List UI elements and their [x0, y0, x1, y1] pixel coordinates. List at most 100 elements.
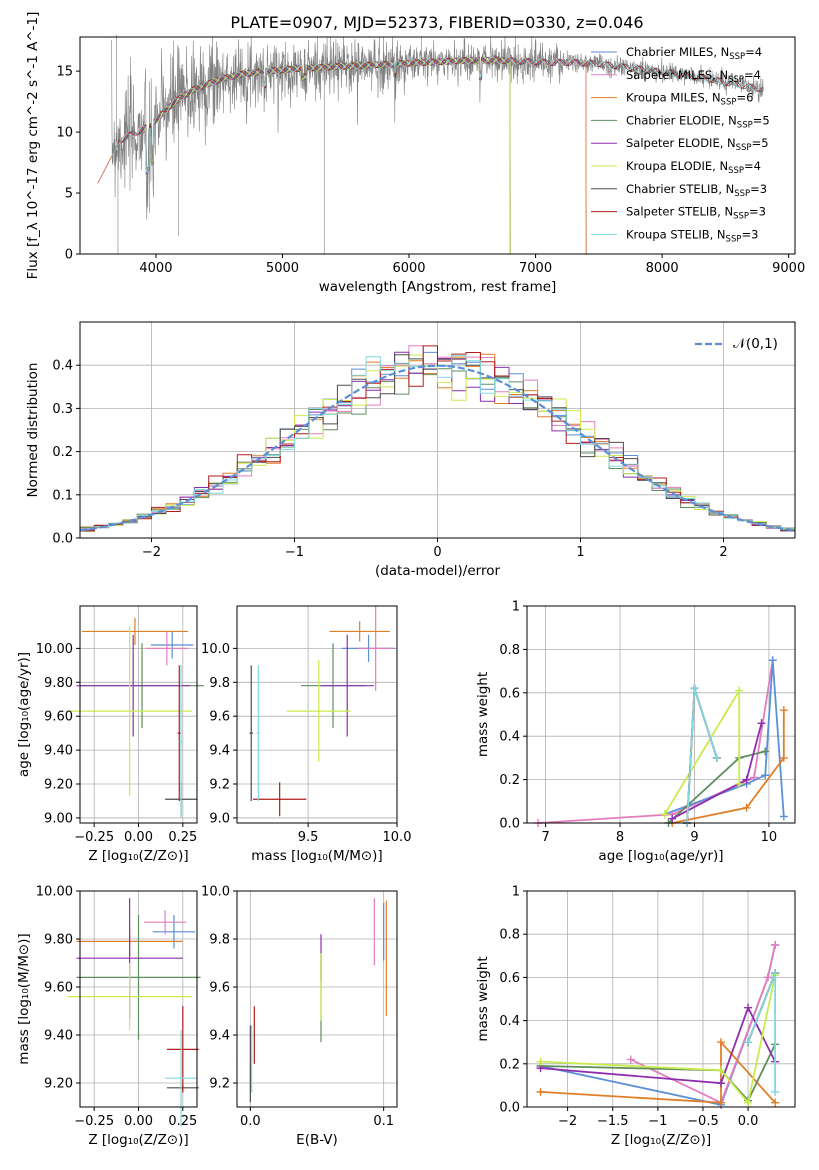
weight-point: [660, 810, 669, 819]
x-tick-label: −0.25: [74, 830, 114, 845]
frame-mass_weight_vs_age: 7 8 9 10 0.0 0.2 0.4 0.6 0.8 1 age [log₁₀(age/yr)]…: [475, 600, 796, 864]
x-axis-label: Z [log₁₀(Z/Z⊙)]: [88, 1132, 188, 1148]
y-tick-label: 0.8: [499, 928, 520, 943]
weight-point: [744, 1098, 753, 1107]
weight-point: [717, 1066, 726, 1075]
y-tick-label: 9.60: [44, 710, 73, 725]
x-tick-label: 10: [761, 830, 778, 845]
weight-point: [717, 1038, 726, 1047]
y-tick-label: 0.2: [499, 773, 520, 788]
y-tick-label: 0.6: [499, 971, 520, 986]
frame-mass_weight_vs_Z: −2 −1.5 −1 −0.5 0.0 0.0 0.2 0.4 0.6 0.8 1 Z [log₁₀(…: [475, 885, 796, 1148]
y-tick-label: 10.0: [201, 642, 230, 657]
weight-point: [771, 969, 780, 978]
weight-line-kroupa-elodie: [540, 975, 776, 1105]
weight-point: [757, 719, 766, 728]
y-tick-label: 0.4: [52, 359, 73, 374]
weight-point: [742, 803, 751, 812]
x-tick-label: 10.0: [383, 830, 412, 845]
x-axis-label: mass [log₁₀(M/M⊙)]: [251, 848, 382, 864]
y-tick-label: 15: [56, 65, 73, 80]
x-tick-label: 2: [719, 545, 727, 560]
frame-residuals: −2 −1 0 1 2 0.0 0.1 0.2 0.3 0.4 (data-model)/error…: [25, 321, 796, 579]
y-tick-label: 9.20: [44, 778, 73, 793]
y-tick-label: 9.2: [209, 778, 230, 793]
y-tick-label: 0.0: [52, 532, 73, 547]
y-tick-label: 9.8: [209, 676, 230, 691]
frame-age_vs_Z: −0.25 0.00 0.25 9.00 9.20 9.40 9.60 9.80 10.00 Z …: [16, 605, 198, 864]
gaussian-curve: [79, 364, 796, 532]
legend-label: Salpeter MILES, NSSP=4: [626, 68, 761, 85]
y-tick-label: 10.0: [201, 885, 230, 900]
y-tick-label: 0.2: [52, 445, 73, 460]
legend-label: Kroupa MILES, NSSP=6: [626, 91, 753, 108]
y-tick-label: 9.00: [44, 811, 73, 826]
x-tick-label: 4000: [139, 261, 172, 276]
x-tick-label: 0.00: [124, 1114, 153, 1129]
x-tick-label: 0.25: [168, 1114, 197, 1129]
legend-label: Salpeter STELIB, NSSP=3: [626, 205, 766, 222]
weight-line-salpeter-miles: [630, 944, 776, 1104]
y-tick-label: 9.6: [209, 710, 230, 725]
legend-label: Chabrier MILES, NSSP=4: [626, 45, 762, 62]
axes-frame: [526, 890, 796, 1108]
data-residuals: [79, 345, 796, 532]
weight-point: [779, 812, 788, 821]
spectrum-legend: Chabrier MILES, NSSP=4 Salpeter MILES, NS…: [591, 45, 770, 244]
x-tick-label: 0.1: [373, 1114, 394, 1129]
x-tick-label: −2: [558, 1114, 577, 1129]
y-tick-label: 5: [65, 187, 73, 202]
x-axis-label: wavelength [Angstrom, rest frame]: [319, 279, 557, 295]
x-tick-label: −2: [142, 545, 161, 560]
x-axis-label: E(B-V): [296, 1132, 338, 1148]
frame-spectrum: 4000 5000 6000 7000 8000 9000 0 5 10 15 wavelength…: [25, 12, 805, 295]
weight-point: [779, 706, 788, 715]
weight-line-salpeter-miles: [538, 660, 774, 824]
model-line-chabrier-stelib: [111, 56, 764, 170]
y-tick-label: 0.2: [499, 1057, 520, 1072]
legend-label: Salpeter ELODIE, NSSP=5: [626, 136, 769, 153]
y-tick-label: 0.4: [499, 1014, 520, 1029]
weight-point: [761, 771, 770, 780]
y-axis-label: Normed distribution: [25, 363, 41, 498]
axes-frame: [79, 36, 796, 255]
frame-mass_vs_Z: −0.25 0.00 0.25 9.20 9.40 9.60 9.80 10.00 Z [log…: [16, 885, 198, 1148]
y-tick-label: 0.6: [499, 686, 520, 701]
y-tick-label: 9.80: [44, 676, 73, 691]
x-tick-label: −1.5: [597, 1114, 629, 1129]
weight-point: [771, 941, 780, 949]
y-tick-label: 9.2: [209, 1077, 230, 1092]
y-tick-label: 9.8: [209, 933, 230, 948]
x-tick-label: 1: [576, 545, 584, 560]
model-line-kroupa-stelib: [111, 56, 764, 174]
x-tick-label: 0.0: [240, 1114, 261, 1129]
weight-point: [717, 1079, 726, 1088]
weight-point: [763, 973, 772, 982]
residual-legend: 𝒩(0,1): [695, 336, 778, 352]
y-axis-label: mass weight: [475, 956, 491, 1041]
x-tick-label: 7000: [519, 261, 552, 276]
figure-title: PLATE=0907, MJD=52373, FIBERID=0330, z=0…: [230, 13, 643, 32]
x-tick-label: 0.25: [168, 830, 197, 845]
y-tick-label: 10: [56, 126, 73, 141]
y-tick-label: 9.20: [44, 1077, 73, 1092]
axes-age_vs_mass: [237, 606, 398, 823]
x-tick-label: 5000: [266, 261, 299, 276]
x-tick-label: 7: [541, 830, 549, 845]
y-tick-label: 0.3: [52, 402, 73, 417]
axes-frame: [236, 605, 398, 824]
x-axis-label: Z [log₁₀(Z/Z⊙)]: [88, 848, 188, 864]
x-tick-label: 8: [616, 830, 624, 845]
legend-label: 𝒩(0,1): [733, 336, 778, 352]
weight-point: [712, 753, 721, 762]
y-tick-label: 10.00: [36, 642, 73, 657]
histogram-salpeter-stelib: [80, 345, 795, 532]
x-tick-label: 0.0: [738, 1114, 759, 1129]
weight-point: [768, 656, 777, 665]
x-tick-label: −1: [648, 1114, 667, 1129]
weight-point: [668, 814, 677, 823]
axes-frame: [236, 890, 398, 1108]
y-axis-label: mass weight: [475, 672, 491, 757]
